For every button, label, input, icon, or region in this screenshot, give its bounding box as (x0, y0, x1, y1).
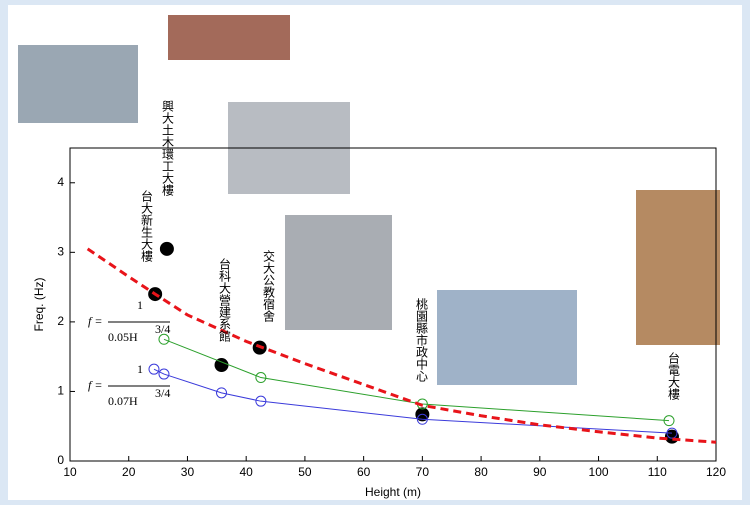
x-tick-label: 60 (357, 465, 371, 479)
photo (168, 15, 290, 60)
building-label: 台電大樓 (667, 351, 681, 401)
photo (285, 215, 392, 330)
x-tick-label: 30 (181, 465, 195, 479)
formula-denominator: 0.05H (108, 330, 138, 344)
x-tick-label: 50 (298, 465, 312, 479)
formula-exponent: 3/4 (155, 322, 170, 336)
formula-exponent: 3/4 (155, 386, 170, 400)
building-label: 交大公教宿舍 (262, 249, 276, 322)
x-tick-label: 80 (474, 465, 488, 479)
building-label: 桃園縣市政中心 (415, 297, 429, 382)
building-label: 台大新生大樓 (140, 189, 154, 263)
chart: 10 20 30 40 50 60 70 80 90 100 110 120 0 1 2 3 4 Height (… (0, 0, 750, 505)
y-tick-label: 3 (57, 245, 64, 259)
formula-denominator: 0.07H (108, 394, 138, 408)
x-tick-label: 90 (533, 465, 547, 479)
y-tick-label: 2 (57, 314, 64, 328)
formula-numerator: 1 (137, 362, 143, 376)
building-label: 興大土木環工大樓 (161, 100, 175, 197)
data-point (160, 242, 173, 255)
x-tick-label: 10 (63, 465, 77, 479)
photo (18, 45, 138, 123)
x-tick-label: 70 (416, 465, 430, 479)
building-label: 台科大營建系館 (218, 257, 232, 342)
photo (636, 190, 720, 345)
x-tick-label: 100 (589, 465, 609, 479)
y-tick-label: 0 (57, 453, 64, 467)
x-tick-label: 120 (706, 465, 726, 479)
x-tick-label: 20 (122, 465, 136, 479)
y-axis-label: Freq. (Hz) (32, 277, 46, 331)
y-tick-label: 1 (57, 384, 64, 398)
y-tick-label: 4 (57, 175, 64, 189)
x-tick-label: 40 (240, 465, 254, 479)
x-tick-label: 110 (648, 465, 667, 479)
formula-lhs: f = (88, 378, 102, 392)
photo (437, 290, 577, 385)
formula-lhs: f = (88, 314, 102, 328)
formula-numerator: 1 (137, 298, 143, 312)
x-axis-label: Height (m) (365, 485, 421, 499)
